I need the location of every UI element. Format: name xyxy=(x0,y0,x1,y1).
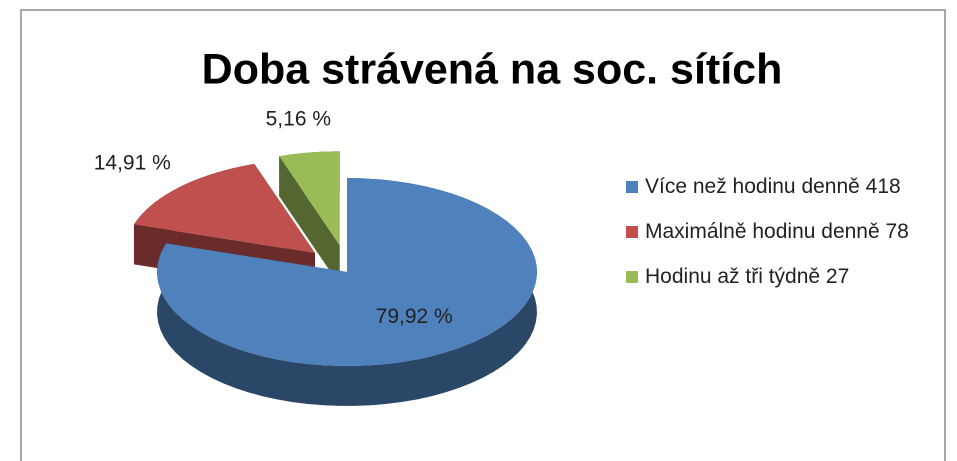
legend-label: Maximálně hodinu denně 78 xyxy=(645,220,909,243)
slice-group xyxy=(157,178,537,406)
slice xyxy=(279,151,340,246)
pie xyxy=(133,151,537,406)
slice xyxy=(133,163,315,254)
legend-label: Hodinu až tři týdně 27 xyxy=(645,265,850,288)
data-label: 5,16 % xyxy=(266,108,331,131)
legend-swatch xyxy=(626,271,638,283)
chart-border xyxy=(20,9,946,461)
slice xyxy=(157,178,537,366)
chart-title: Doba strávená na soc. sítích xyxy=(202,45,783,93)
data-label: 14,91 % xyxy=(94,152,171,175)
legend-item: Více než hodinu denně 418 xyxy=(626,172,936,201)
data-label: 79,92 % xyxy=(376,305,453,328)
legend-label: Více než hodinu denně 418 xyxy=(645,175,901,198)
data-labels: 5,16 % 14,91 % 79,92 % xyxy=(94,108,453,328)
legend-swatch xyxy=(626,181,638,193)
legend-swatch xyxy=(626,226,638,238)
legend: Více než hodinu denně 418 Maximálně hodin… xyxy=(626,172,936,307)
legend-item: Hodinu až tři týdně 27 xyxy=(626,262,936,291)
legend-item: Maximálně hodinu denně 78 xyxy=(626,217,936,246)
slice-group xyxy=(279,151,340,286)
